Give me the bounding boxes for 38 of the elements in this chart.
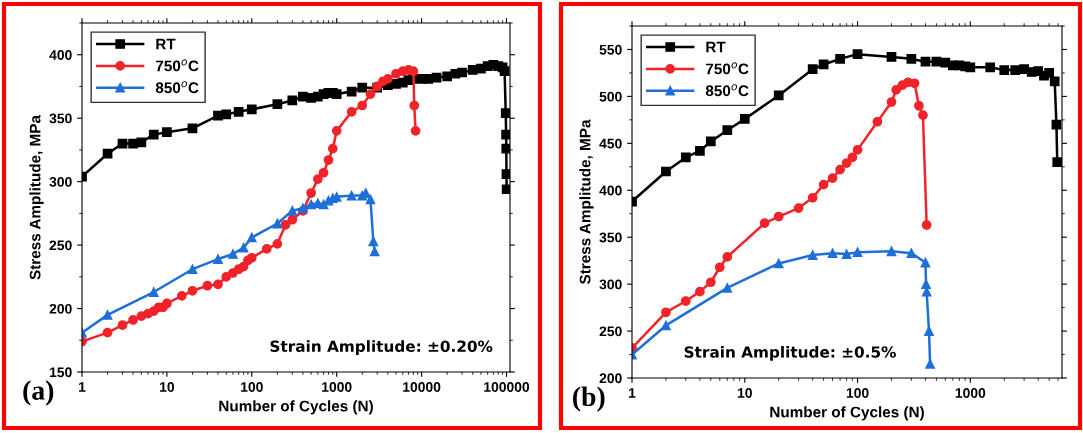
text: (b)	[573, 386, 605, 412]
x-tick-label: 10	[160, 382, 175, 392]
legend-label: 850$^{o}$C	[155, 81, 199, 94]
x-tick-label: 10	[737, 388, 752, 398]
text: (a)	[23, 380, 54, 406]
y-tick-label: 250	[49, 240, 72, 251]
x-tick-label: 100000	[484, 382, 530, 392]
y-tick-label: 400	[599, 185, 622, 196]
legend-label: RT	[156, 38, 176, 50]
x-tick-label: 100	[846, 388, 869, 398]
y-tick-label: 450	[599, 138, 622, 149]
x-axis-title: Number of Cycles (N)	[219, 400, 373, 415]
annotation: Strain Amplitude: ±0.20%	[270, 340, 493, 355]
x-tick-label: 1000	[322, 382, 352, 392]
y-tick-label: 350	[599, 232, 622, 243]
x-tick-label: 100	[241, 382, 263, 392]
y-tick-label: 250	[599, 326, 622, 337]
x-tick-label: 10000	[403, 382, 441, 392]
annotation: Strain Amplitude: ±0.5%	[684, 345, 896, 361]
y-tick-label: 300	[49, 176, 72, 187]
legend-label: RT	[706, 41, 726, 53]
x-tick-label: 1	[629, 388, 636, 398]
y-tick-label: 350	[49, 113, 72, 124]
y-tick-label: 300	[599, 279, 622, 290]
y-axis-title: Stress Amplitude, MPa	[579, 119, 594, 285]
x-tick-label: 1000	[955, 388, 986, 398]
y-tick-label: 400	[49, 50, 72, 60]
legend-label: 750$^{o}$C	[705, 62, 749, 75]
y-tick-label: 200	[49, 303, 72, 314]
y-tick-label: 150	[49, 367, 72, 378]
y-axis-title: Stress Amplitude, MPa	[29, 114, 44, 280]
y-tick-label: 500	[599, 91, 622, 102]
legend-label: 750$^{o}$C	[155, 59, 199, 72]
x-tick-label: 1	[79, 382, 86, 392]
y-tick-label: 550	[599, 44, 622, 55]
x-axis-title: Number of Cycles (N)	[770, 406, 924, 421]
y-tick-label: 200	[599, 373, 622, 384]
legend-label: 850$^{o}$C	[705, 84, 749, 97]
